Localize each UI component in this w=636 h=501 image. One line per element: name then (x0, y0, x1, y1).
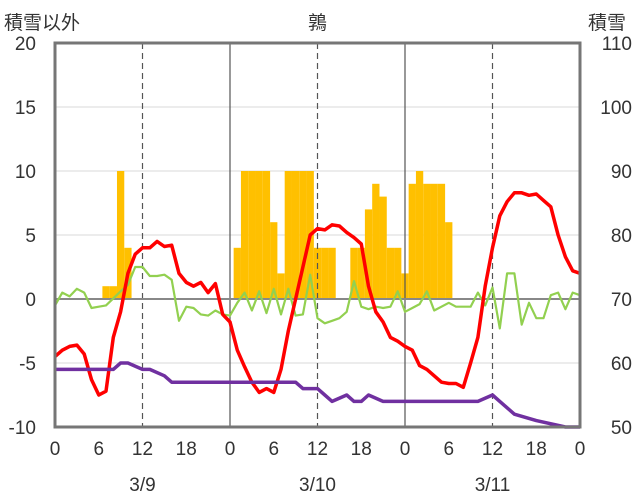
bar (102, 286, 110, 299)
bar (284, 171, 292, 299)
bar (372, 183, 380, 299)
bar (394, 247, 402, 299)
date-label: 3/9 (129, 475, 155, 496)
hour-tick-label: 0 (575, 439, 586, 460)
bar (240, 171, 249, 299)
left-tick-label: 5 (25, 226, 36, 247)
right-tick-label: 110 (602, 34, 632, 55)
right-tick-label: 60 (611, 354, 632, 375)
bar (386, 247, 395, 299)
left-tick-label: 20 (15, 34, 36, 55)
red-series-line (53, 191, 581, 397)
bar (291, 171, 300, 299)
bar (445, 222, 453, 299)
bar (437, 183, 446, 299)
chart-title: 鶉 (308, 13, 328, 34)
bar (116, 171, 125, 299)
date-label: 3/10 (299, 475, 336, 496)
bar (262, 171, 271, 299)
hour-tick-label: 18 (351, 439, 372, 460)
hour-tick-label: 18 (176, 439, 197, 460)
purple-series-line (55, 361, 580, 429)
hour-tick-label: 0 (225, 439, 236, 460)
green-series-line (54, 265, 581, 330)
bar (408, 183, 416, 299)
bar (328, 247, 336, 299)
hour-tick-label: 6 (443, 439, 454, 460)
bar (423, 183, 431, 299)
right-tick-label: 50 (611, 418, 632, 439)
left-tick-label: 0 (25, 290, 36, 311)
bar (379, 196, 387, 299)
bar (109, 286, 117, 299)
bar (277, 273, 285, 299)
left-axis-label: 積雪以外 (4, 13, 81, 34)
right-tick-label: 80 (611, 226, 632, 247)
bar (321, 247, 329, 299)
hour-tick-label: 18 (526, 439, 547, 460)
bar (233, 247, 241, 299)
hour-tick-label: 12 (482, 439, 503, 460)
hour-tick-label: 12 (307, 439, 328, 460)
hour-tick-label: 0 (50, 439, 61, 460)
bar (299, 171, 307, 299)
plot-frame (53, 41, 582, 429)
left-tick-label: 10 (15, 162, 36, 183)
hour-tick-label: 6 (268, 439, 279, 460)
bar (255, 171, 263, 299)
bar (357, 247, 365, 299)
bar (350, 247, 358, 299)
date-label: 3/11 (475, 475, 511, 496)
bar (430, 183, 438, 299)
hour-tick-label: 0 (400, 439, 411, 460)
left-tick-label: -5 (19, 354, 36, 375)
hour-tick-label: 6 (93, 439, 104, 460)
right-axis-label: 積雪 (588, 13, 627, 34)
hour-tick-label: 12 (132, 439, 153, 460)
bar (270, 222, 278, 299)
bar (364, 209, 373, 299)
left-tick-label: -10 (9, 418, 36, 439)
right-tick-label: 70 (611, 290, 632, 311)
right-tick-label: 100 (600, 98, 632, 119)
bar (248, 171, 256, 299)
right-tick-label: 90 (611, 162, 632, 183)
bar (415, 171, 424, 299)
left-tick-label: 15 (15, 98, 36, 119)
